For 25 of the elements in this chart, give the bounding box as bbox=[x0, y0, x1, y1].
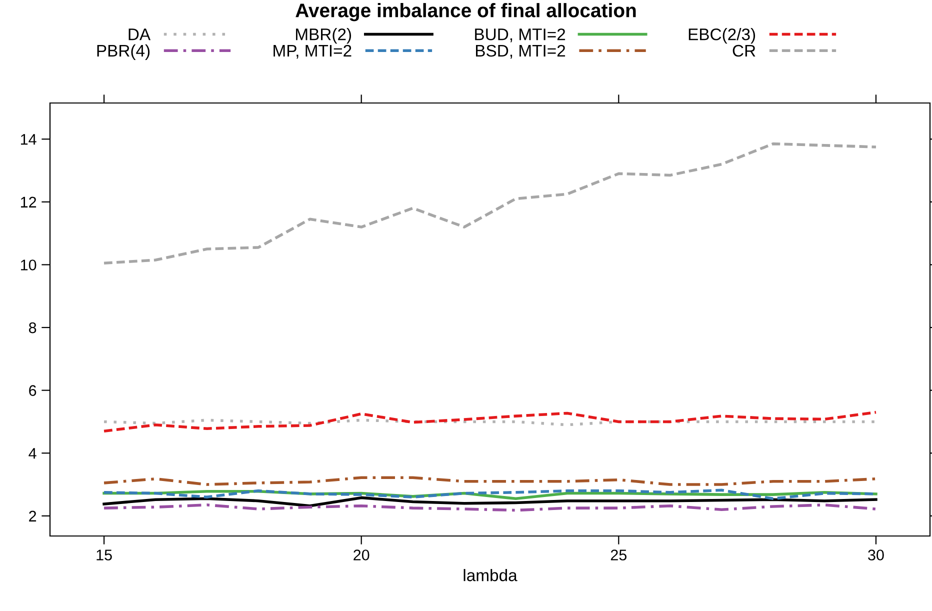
legend-label: MBR(2) bbox=[296, 28, 352, 44]
line-series bbox=[102, 410, 878, 433]
y-tick-label: 2 bbox=[29, 510, 36, 522]
y-tick-label: 10 bbox=[20, 260, 36, 270]
x-tick-label: 20 bbox=[354, 550, 370, 560]
y-tick-label: 14 bbox=[20, 134, 36, 145]
legend-label: DA bbox=[128, 28, 151, 40]
y-tick-label: 4 bbox=[28, 448, 36, 459]
chart-title: Average imbalance of final allocation bbox=[296, 3, 636, 22]
line-series bbox=[102, 496, 878, 508]
legend-label: CR bbox=[732, 44, 756, 57]
legend-label: BSD, MTI=2 bbox=[476, 44, 566, 59]
x-axis-title: lambda bbox=[464, 568, 518, 582]
line-series bbox=[102, 142, 878, 265]
line-series bbox=[102, 476, 878, 486]
legend-label: MP, MTI=2 bbox=[274, 44, 352, 59]
x-tick-label: 15 bbox=[96, 550, 112, 560]
legend-label: EBC(2/3) bbox=[688, 28, 756, 44]
legend-label: PBR(4) bbox=[97, 44, 150, 60]
x-tick-label: 25 bbox=[610, 550, 627, 560]
y-tick-label: 6 bbox=[29, 385, 36, 396]
y-tick-label: 8 bbox=[28, 322, 36, 334]
x-tick-label: 30 bbox=[868, 550, 884, 560]
legend-label: BUD, MTI=2 bbox=[475, 28, 566, 42]
y-tick-label: 12 bbox=[20, 196, 36, 208]
